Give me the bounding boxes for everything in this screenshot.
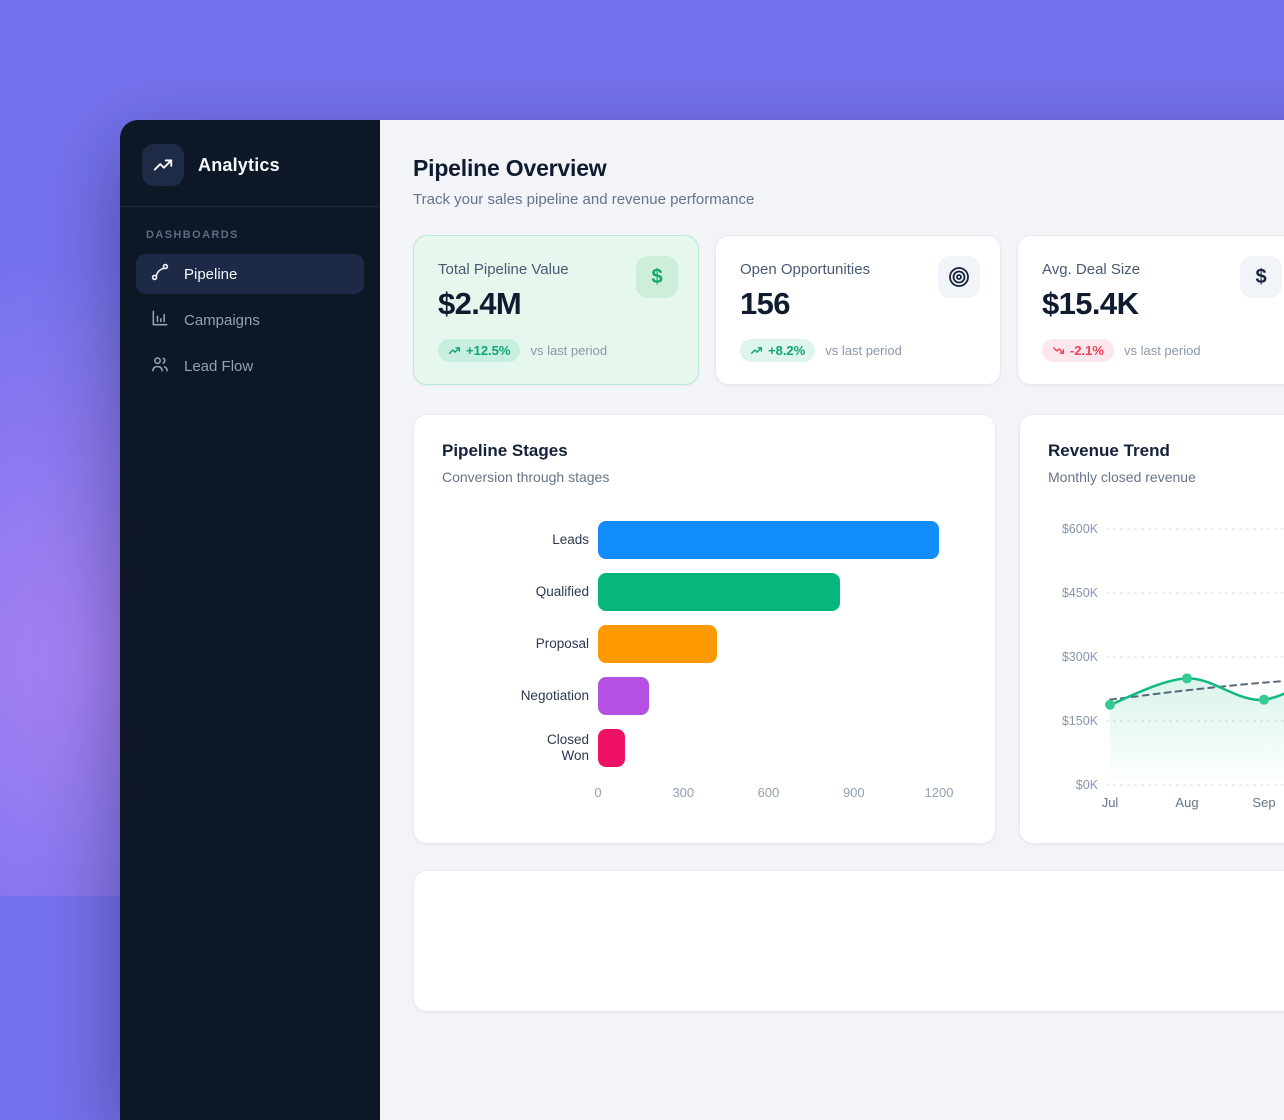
main-content: Pipeline Overview Track your sales pipel… <box>380 120 1284 1120</box>
y-axis-label: $450K <box>1062 586 1099 600</box>
sidebar-item-label: Campaigns <box>184 311 260 329</box>
x-axis-label: Jul <box>1102 795 1119 810</box>
funnel-x-axis: 0 300 600 900 1200 <box>594 781 990 803</box>
funnel-bar[interactable] <box>598 729 625 767</box>
dollar-icon: $ <box>636 256 678 298</box>
y-axis-label: $0K <box>1076 778 1099 792</box>
kpi-value: $2.4M <box>438 286 522 321</box>
sidebar-item-lead-flow[interactable]: Lead Flow <box>136 346 364 386</box>
page-subtitle: Track your sales pipeline and revenue pe… <box>413 191 755 208</box>
y-axis-label: $150K <box>1062 714 1099 728</box>
bar-chart-icon <box>150 308 170 332</box>
revenue-trend-card: Revenue Trend Monthly closed revenue $60… <box>1019 414 1284 844</box>
kpi-value: $15.4K <box>1042 286 1139 321</box>
trending-up-icon <box>750 347 763 354</box>
funnel-bar[interactable] <box>598 677 650 715</box>
analytics-logo-icon <box>142 144 184 186</box>
kpi-value: 156 <box>740 286 791 321</box>
brand-name: Analytics <box>198 154 280 175</box>
delta-badge: -2.1% <box>1042 339 1114 362</box>
data-point-dot[interactable] <box>1259 694 1269 705</box>
dollar-icon: $ <box>1240 256 1282 298</box>
users-icon <box>150 354 170 378</box>
sidebar: Analytics DASHBOARDS Pipeline Campaigns <box>120 120 380 1120</box>
page-title: Pipeline Overview <box>413 155 607 181</box>
funnel-category-label: Leads <box>552 532 589 548</box>
revenue-line <box>1108 677 1284 707</box>
sidebar-divider <box>120 206 380 207</box>
x-axis-tick: 300 <box>672 785 695 800</box>
kpi-label: Avg. Deal Size <box>1042 261 1141 278</box>
pipeline-stages-card: Pipeline Stages Conversion through stage… <box>413 414 996 844</box>
kpi-card-avg-deal-size[interactable]: Avg. Deal Size $15.4K -2.1% vs last peri… <box>1017 235 1284 385</box>
funnel-bar[interactable] <box>598 573 840 611</box>
kpi-row: Total Pipeline Value $2.4M +12.5% vs las… <box>413 235 1284 385</box>
delta-badge: +8.2% <box>740 339 816 362</box>
kpi-label: Open Opportunities <box>740 261 871 278</box>
trend-dashed-line <box>1109 680 1284 701</box>
sidebar-item-campaigns[interactable]: Campaigns <box>136 300 364 340</box>
funnel-row-closed-won: Closed Won <box>442 729 967 767</box>
x-axis-label: Aug <box>1175 795 1198 810</box>
chart-title: Pipeline Stages <box>442 441 568 460</box>
target-icon <box>938 256 980 298</box>
brand-header[interactable]: Analytics <box>136 140 364 206</box>
funnel-row-negotiation: Negotiation <box>442 677 967 715</box>
kpi-card-open-opportunities[interactable]: Open Opportunities 156 +8.2% vs last per… <box>715 235 1001 385</box>
kpi-compare-text: vs last period <box>530 343 608 358</box>
sidebar-item-pipeline[interactable]: Pipeline <box>136 254 364 294</box>
funnel-row-proposal: Proposal <box>442 625 967 663</box>
data-point-dot[interactable] <box>1182 673 1192 684</box>
x-axis-tick: 0 <box>594 785 602 800</box>
funnel-category-label: Qualified <box>535 584 589 600</box>
app-window: Analytics DASHBOARDS Pipeline Campaigns <box>120 120 1284 1120</box>
x-axis-tick: 1200 <box>924 785 954 800</box>
funnel-row-leads: Leads <box>442 521 967 559</box>
funnel-chart: Leads Qualified Proposal Negotiation <box>442 521 967 803</box>
trending-up-icon <box>448 347 461 354</box>
chart-subtitle: Conversion through stages <box>442 469 610 485</box>
x-axis-tick: 600 <box>757 785 780 800</box>
funnel-bar[interactable] <box>598 625 718 663</box>
chart-subtitle: Monthly closed revenue <box>1048 469 1196 485</box>
funnel-row-qualified: Qualified <box>442 573 967 611</box>
funnel-category-label: Closed Won <box>546 732 589 763</box>
y-axis-label: $300K <box>1062 650 1099 664</box>
sidebar-item-label: Pipeline <box>184 265 238 283</box>
funnel-category-label: Proposal <box>535 636 589 652</box>
revenue-area-fill <box>1110 678 1284 785</box>
trending-down-icon <box>1052 347 1065 354</box>
x-axis-tick: 900 <box>842 785 865 800</box>
funnel-bar[interactable] <box>598 521 939 559</box>
delta-badge: +12.5% <box>438 339 521 362</box>
bottom-card <box>413 870 1284 1012</box>
sidebar-section-label: DASHBOARDS <box>146 229 239 241</box>
kpi-compare-text: vs last period <box>825 343 902 358</box>
chart-title: Revenue Trend <box>1048 441 1170 460</box>
spline-icon <box>150 262 170 286</box>
charts-row: Pipeline Stages Conversion through stage… <box>413 414 1284 844</box>
kpi-compare-text: vs last period <box>1123 343 1201 358</box>
funnel-category-label: Negotiation <box>520 688 589 704</box>
kpi-label: Total Pipeline Value <box>438 261 569 278</box>
y-axis-label: $600K <box>1062 522 1099 536</box>
data-point-dot[interactable] <box>1105 699 1115 710</box>
kpi-card-total-pipeline-value[interactable]: Total Pipeline Value $2.4M +12.5% vs las… <box>413 235 699 385</box>
sidebar-item-label: Lead Flow <box>184 357 254 375</box>
revenue-trend-chart: $600K $450K $300K $150K $0K Jul Aug Sep <box>1048 513 1284 815</box>
x-axis-label: Sep <box>1252 795 1275 810</box>
